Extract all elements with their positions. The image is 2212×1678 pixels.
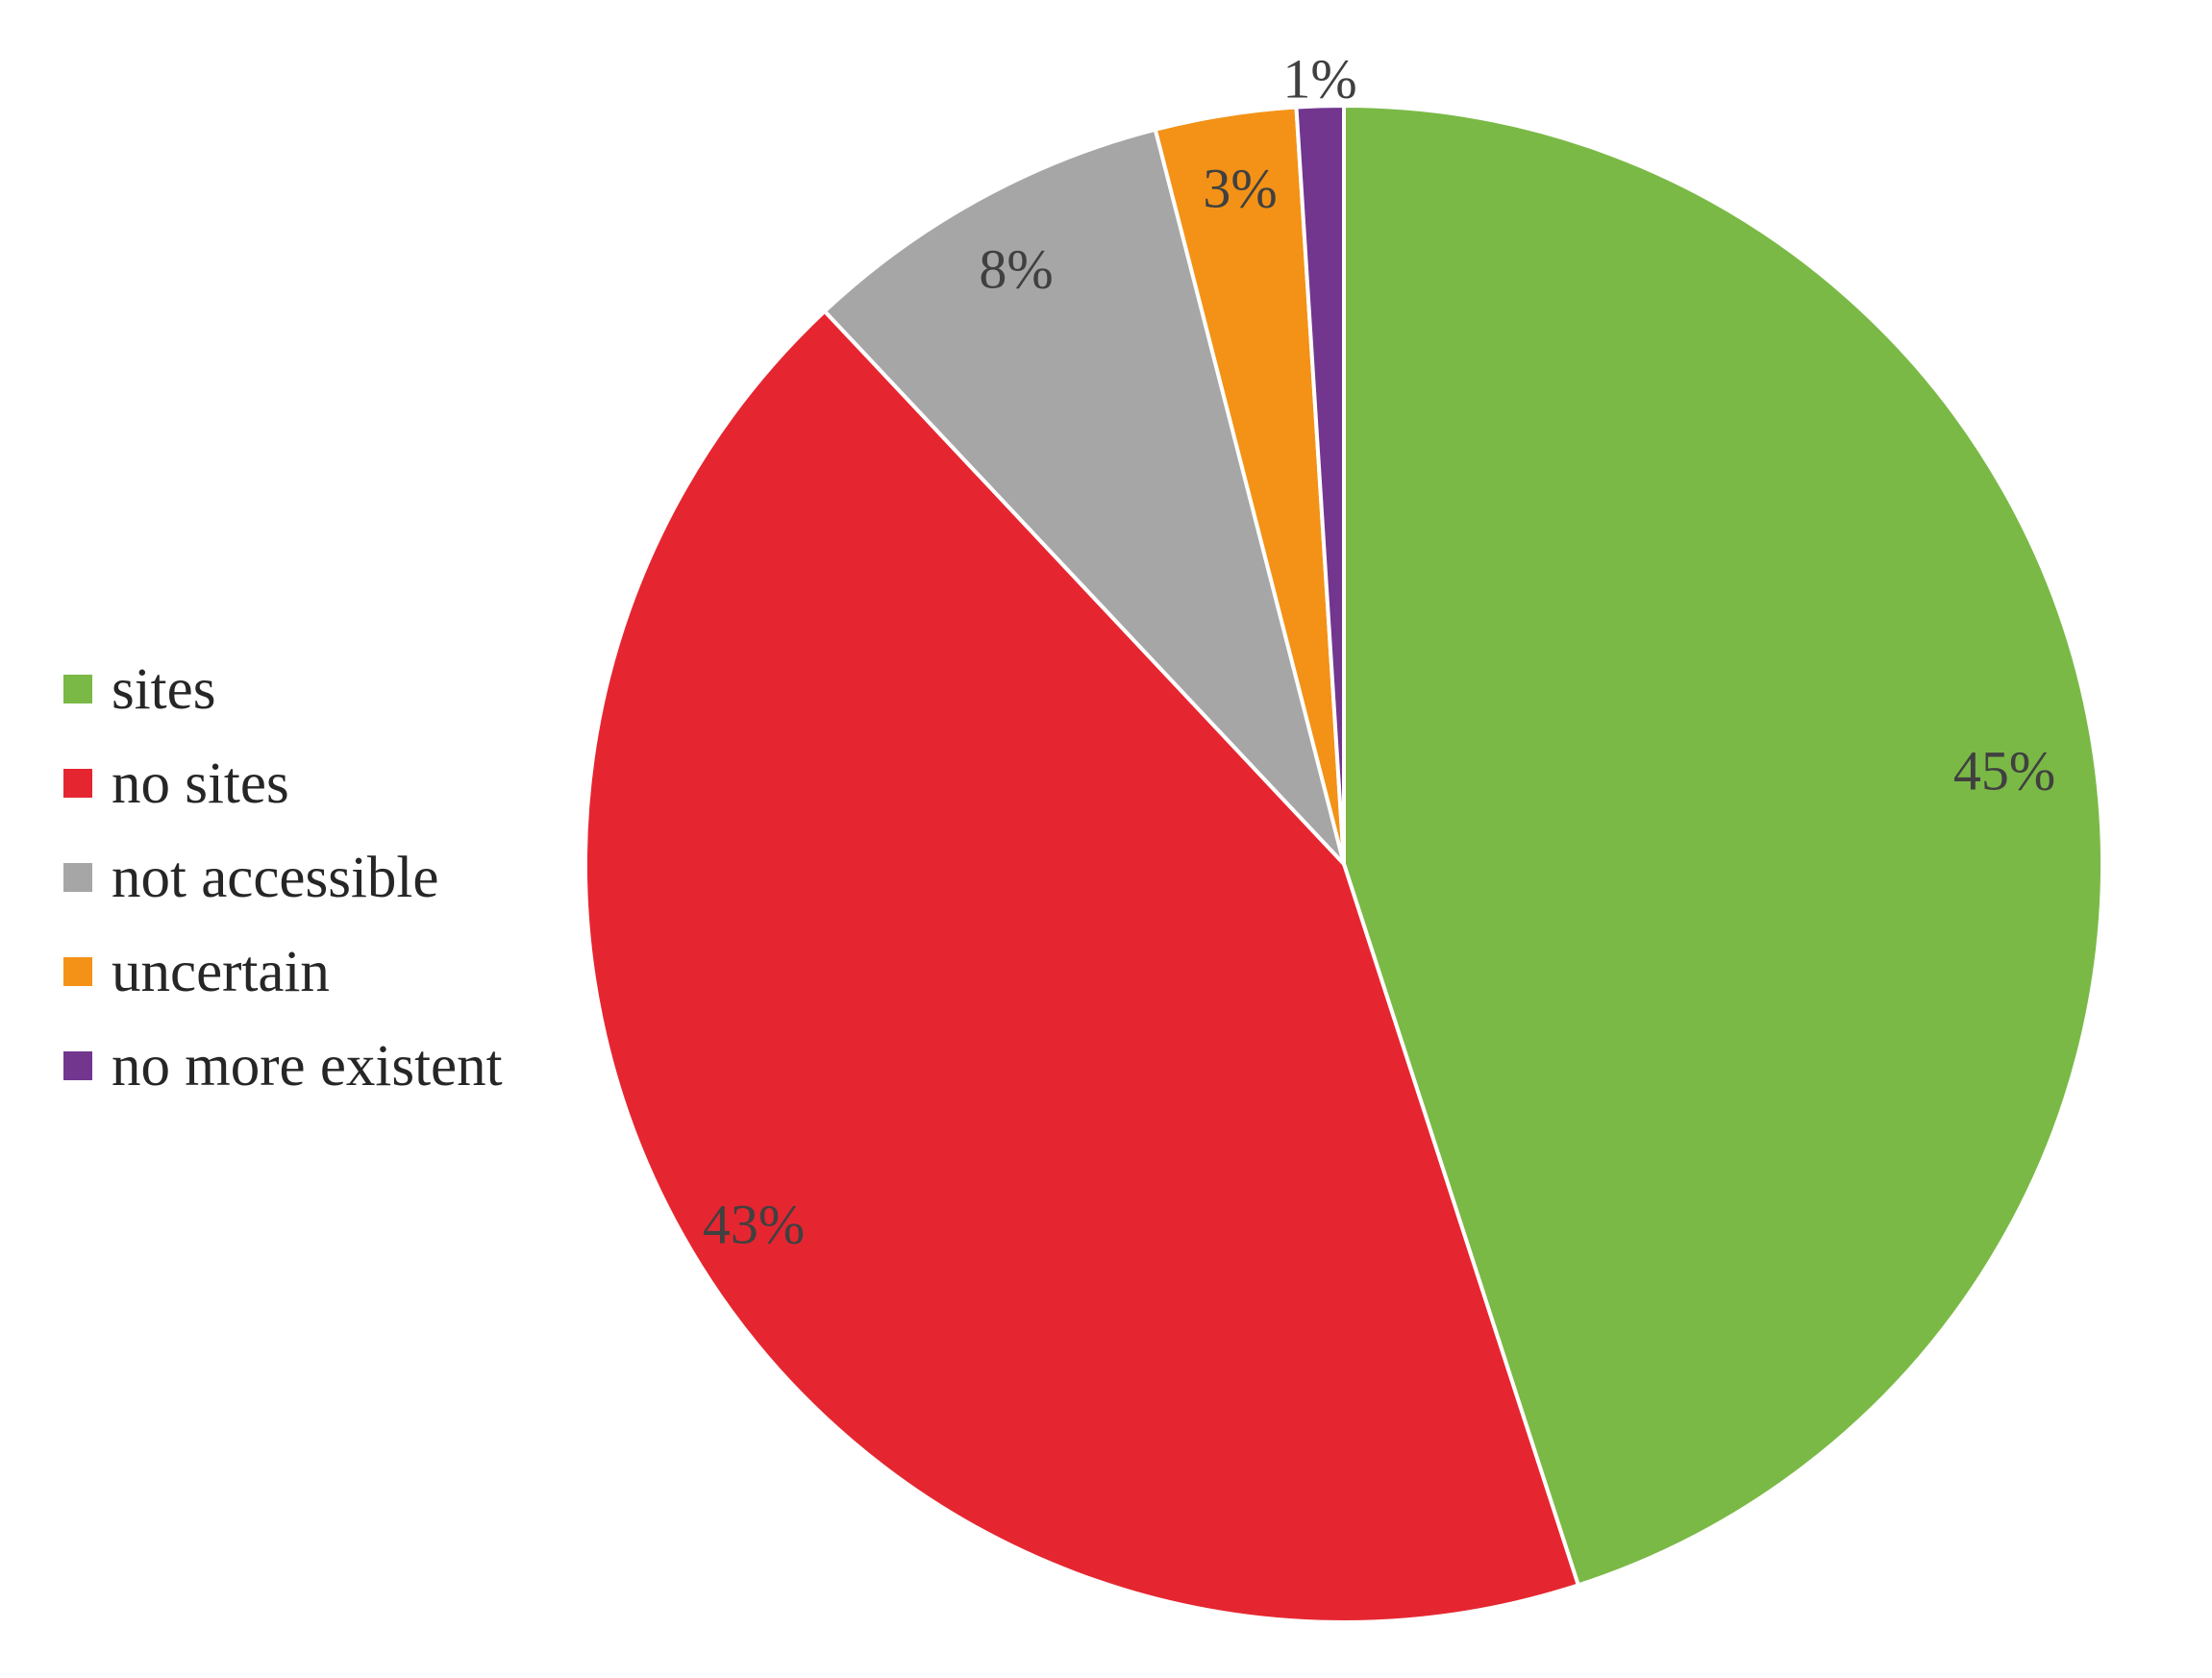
data-label-uncertain: 3% xyxy=(1203,157,1277,219)
legend-item-sites: sites xyxy=(63,642,503,736)
legend-swatch-not-accessible xyxy=(63,863,92,892)
legend-label-uncertain: uncertain xyxy=(112,939,330,1004)
legend: sites no sites not accessible uncertain … xyxy=(63,642,503,1113)
pie-slice-no-sites xyxy=(584,308,1580,1624)
legend-item-uncertain: uncertain xyxy=(63,925,503,1019)
legend-label-sites: sites xyxy=(112,656,216,722)
legend-item-not-accessible: not accessible xyxy=(63,830,503,925)
pie-slice-no-more-existent xyxy=(1294,104,1346,866)
data-label-not-accessible: 8% xyxy=(979,237,1053,300)
legend-swatch-no-sites xyxy=(63,769,92,798)
legend-swatch-uncertain xyxy=(63,957,92,986)
data-label-no-sites: 43% xyxy=(703,1193,805,1255)
legend-item-no-sites: no sites xyxy=(63,736,503,830)
legend-swatch-sites xyxy=(63,675,92,703)
pie-slice-sites xyxy=(1342,104,2104,1588)
data-label-no-more-existent: 1% xyxy=(1282,47,1356,110)
legend-label-not-accessible: not accessible xyxy=(112,845,439,910)
legend-swatch-no-more-existent xyxy=(63,1051,92,1080)
data-label-sites: 45% xyxy=(1953,739,2055,802)
pie-slice-not-accessible xyxy=(822,127,1346,866)
legend-item-no-more-existent: no more existent xyxy=(63,1019,503,1113)
legend-label-no-more-existent: no more existent xyxy=(112,1033,503,1098)
legend-label-no-sites: no sites xyxy=(112,751,289,816)
